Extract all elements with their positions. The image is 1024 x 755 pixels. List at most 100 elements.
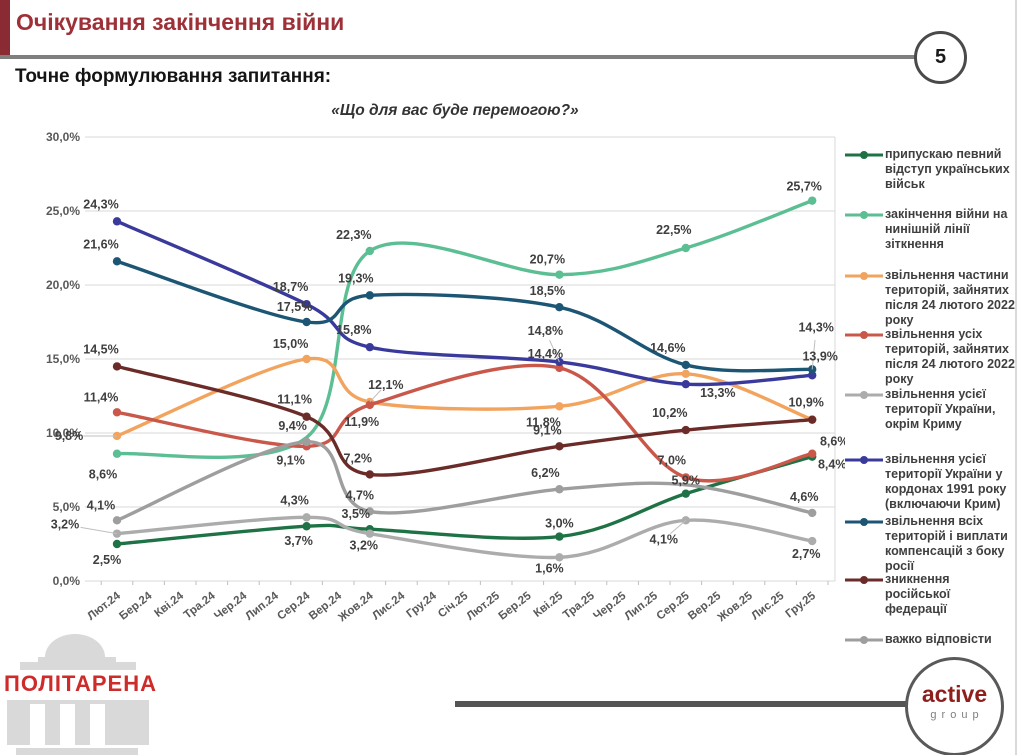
- label-leader: [369, 389, 382, 403]
- data-label: 14,3%: [798, 320, 833, 334]
- series-point-3: [681, 473, 690, 482]
- series-point-0: [555, 532, 564, 541]
- page-number-badge: 5: [914, 31, 967, 84]
- series-point-3: [112, 408, 122, 417]
- label-leader: [549, 340, 560, 363]
- series-point-6: [302, 317, 311, 327]
- series-point-7: [302, 412, 311, 421]
- x-axis-label: Бер.25: [497, 590, 535, 623]
- data-label: 6,2%: [531, 466, 560, 480]
- data-label: 2,5%: [93, 553, 122, 567]
- series-line-5: [115, 219, 814, 387]
- series-point-0: [302, 522, 311, 531]
- legend-item-0: припускаю певний відступ українських вій…: [845, 147, 1015, 192]
- data-label: 13,3%: [700, 386, 735, 400]
- data-label: 3,2%: [350, 539, 379, 553]
- data-label: 4,1%: [87, 498, 116, 512]
- series-point-7: [555, 442, 564, 451]
- legend-label: звільнення всіх територій і виплати комп…: [885, 514, 1008, 573]
- series-point-5: [681, 379, 690, 389]
- series-point-1: [112, 449, 122, 458]
- data-label: 14,5%: [83, 342, 118, 356]
- legend-item-8: важко відповісти: [845, 632, 1015, 647]
- series-point-2: [555, 402, 564, 411]
- data-label: 1,6%: [535, 561, 564, 575]
- y-axis-label: 5,0%: [53, 500, 81, 514]
- politarena-logo-text: ПОЛІТАРЕНА: [4, 671, 157, 696]
- label-leader: [80, 526, 118, 535]
- data-label: 20,7%: [530, 253, 565, 267]
- politarena-building-logo: [7, 634, 149, 755]
- legend-item-2: звільнення частини територій, зайнятих п…: [845, 268, 1015, 328]
- data-label: 21,6%: [83, 237, 118, 251]
- data-label: 18,5%: [530, 284, 565, 298]
- x-axis-label: Жов.25: [715, 590, 755, 625]
- x-axis-label: Кві.25: [532, 590, 566, 620]
- data-label: 5,9%: [672, 474, 701, 488]
- series-point-5: [365, 342, 374, 352]
- x-axis-label: Тра.25: [561, 590, 597, 622]
- series-point-0: [112, 539, 122, 549]
- series-line-4: [115, 515, 814, 560]
- logo-base: [16, 748, 138, 755]
- series-point-6: [365, 291, 374, 300]
- header-divider: [0, 55, 921, 59]
- data-label: 9,1%: [533, 423, 562, 437]
- logo-architrave: [20, 662, 136, 670]
- data-label: 2,7%: [792, 547, 821, 561]
- legend-label: звільнення частини територій, зайнятих п…: [885, 268, 1015, 327]
- series-point-2: [681, 369, 690, 378]
- data-label: 24,3%: [83, 197, 118, 211]
- data-label: 18,7%: [273, 280, 308, 294]
- legend-label: важко відповісти: [885, 632, 992, 646]
- data-label: 9,4%: [278, 419, 307, 433]
- series-point-1: [681, 243, 690, 253]
- x-axis-label: Лис.24: [370, 590, 407, 623]
- footer-divider: [455, 701, 907, 707]
- data-label: 22,3%: [336, 228, 371, 242]
- legend-item-1: закінчення війни на нинішній лінії зіткн…: [845, 207, 1015, 252]
- series-point-3: [555, 363, 564, 373]
- data-label: 8,6%: [820, 435, 845, 449]
- data-label: 9,8%: [55, 429, 84, 443]
- series-point-8: [365, 507, 374, 516]
- y-axis-label: 10,0%: [46, 426, 80, 440]
- legend-marker-icon: [845, 211, 883, 219]
- series-point-6: [555, 303, 564, 312]
- legend-label: закінчення війни на нинішній лінії зіткн…: [885, 207, 1008, 251]
- title-accent-bar: [0, 0, 10, 55]
- series-point-3: [365, 400, 374, 410]
- data-label: 8,6%: [89, 468, 118, 482]
- series-point-1: [808, 196, 817, 205]
- data-label: 10,2%: [652, 406, 687, 420]
- legend-marker-icon: [845, 576, 883, 584]
- data-label: 14,6%: [650, 341, 685, 355]
- y-axis-label: 25,0%: [46, 204, 80, 218]
- x-axis-label: Сер.24: [275, 590, 313, 623]
- x-axis-label: Тра.24: [182, 590, 218, 622]
- series-point-7: [365, 470, 374, 479]
- data-label: 3,2%: [51, 518, 80, 532]
- data-label: 4,6%: [790, 490, 819, 504]
- series-point-6: [681, 360, 690, 370]
- series-point-5: [808, 371, 817, 380]
- x-axis-label: Лют.25: [465, 590, 503, 623]
- label-leader: [811, 339, 816, 370]
- legend-label: звільнення усіх територій, зайнятих післ…: [885, 327, 1015, 386]
- legend-label: зникнення російської федерації: [885, 572, 951, 616]
- x-axis-label: Сер.25: [655, 590, 693, 623]
- data-label: 4,3%: [280, 493, 309, 507]
- data-label: 3,0%: [545, 517, 574, 531]
- series-line-1: [115, 198, 814, 459]
- active-group-logo-line2: group: [930, 709, 984, 721]
- data-label: 4,1%: [650, 532, 679, 546]
- series-point-6: [112, 257, 122, 266]
- series-line-7: [115, 364, 814, 477]
- data-label: 4,7%: [346, 488, 375, 502]
- data-label: 15,0%: [273, 337, 308, 351]
- series-point-5: [555, 357, 564, 367]
- x-axis-label: Чер.25: [592, 590, 629, 623]
- question-label: Точне формулювання запитання:: [15, 66, 332, 87]
- series-point-0: [681, 489, 690, 498]
